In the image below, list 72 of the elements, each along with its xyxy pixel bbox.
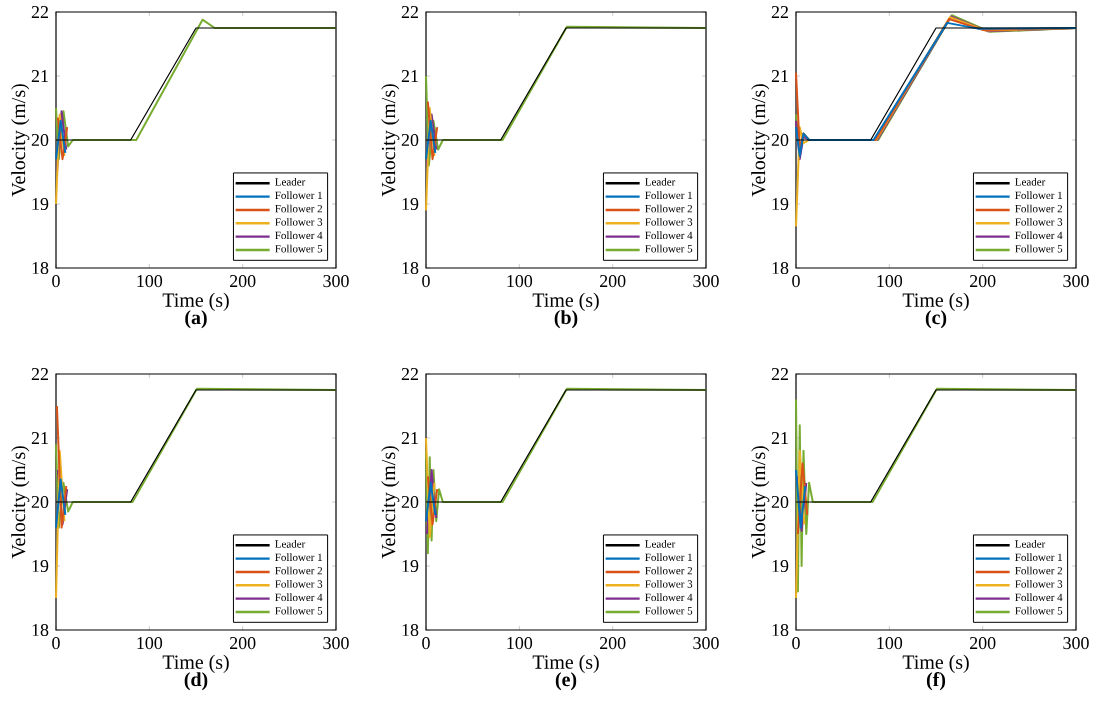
y-tick-label: 22: [401, 6, 418, 18]
y-tick-label: 18: [402, 623, 419, 637]
y-tick-label: 22: [771, 368, 788, 380]
y-tick-label: 21: [31, 432, 48, 444]
x-tick-label: 100: [877, 275, 903, 288]
x-tick-label: 100: [137, 275, 163, 288]
y-tick-label: 20: [31, 133, 49, 147]
x-tick-label: 200: [230, 637, 256, 650]
x-tick-label: 100: [507, 275, 533, 288]
y-tick-label: 19: [32, 197, 49, 211]
x-tick-label: 0: [52, 275, 60, 288]
y-tick-label: 18: [772, 623, 789, 637]
x-tick-label: 0: [52, 637, 60, 650]
x-axis-title: Time (s): [532, 654, 599, 673]
y-tick-label: 19: [402, 559, 419, 573]
x-tick-label: 200: [970, 275, 996, 288]
text: (f): [926, 672, 946, 691]
y-axis-title: Velocity (m/s): [11, 84, 30, 197]
x-axis-title: Time (s): [902, 654, 969, 673]
y-tick-label: 20: [401, 495, 419, 509]
y-axis-title: Velocity (m/s): [381, 84, 400, 197]
x-tick-label: 0: [422, 637, 430, 650]
y-tick-label: 21: [401, 432, 418, 444]
x-tick-label: 200: [970, 637, 996, 650]
x-tick-label: 100: [507, 637, 533, 650]
x-tick-label: 0: [792, 275, 800, 288]
y-tick-label: 19: [32, 559, 49, 573]
text: (d): [184, 672, 208, 691]
y-tick-label: 18: [32, 261, 49, 275]
x-tick-label: 300: [1063, 637, 1089, 650]
x-tick-label: 0: [792, 637, 800, 650]
x-axis-title: Time (s): [162, 654, 229, 673]
y-tick-label: 22: [31, 6, 48, 18]
x-tick-label: 300: [1063, 275, 1089, 288]
x-axis-title: Time (s): [532, 292, 599, 311]
y-tick-label: 21: [31, 70, 48, 82]
y-axis-title: Velocity (m/s): [751, 446, 770, 559]
y-tick-label: 18: [772, 261, 789, 275]
x-tick-label: 0: [422, 275, 430, 288]
y-tick-label: 19: [402, 197, 419, 211]
text: (c): [925, 310, 947, 329]
x-tick-label: 200: [230, 275, 256, 288]
text: (e): [555, 672, 577, 691]
x-tick-label: 100: [877, 637, 903, 650]
y-tick-label: 21: [771, 432, 788, 444]
x-tick-label: 300: [323, 275, 349, 288]
x-tick-label: 300: [693, 275, 719, 288]
y-axis-title: Velocity (m/s): [11, 446, 30, 559]
y-tick-label: 22: [31, 368, 48, 380]
x-tick-label: 200: [600, 637, 626, 650]
text: (a): [185, 310, 207, 329]
y-tick-label: 21: [401, 70, 418, 82]
y-tick-label: 21: [771, 70, 788, 82]
y-tick-label: 20: [771, 495, 789, 509]
x-tick-label: 100: [137, 637, 163, 650]
x-tick-label: 300: [693, 637, 719, 650]
y-tick-label: 20: [771, 133, 789, 147]
x-tick-label: 200: [600, 275, 626, 288]
x-axis-title: Time (s): [162, 292, 229, 311]
y-tick-label: 18: [402, 261, 419, 275]
x-tick-label: 300: [323, 637, 349, 650]
text: (b): [554, 310, 578, 329]
y-tick-label: 22: [771, 6, 788, 18]
y-tick-label: 18: [32, 623, 49, 637]
y-tick-label: 19: [772, 197, 789, 211]
y-tick-label: 20: [401, 133, 419, 147]
y-tick-label: 20: [31, 495, 49, 509]
x-axis-title: Time (s): [902, 292, 969, 311]
y-tick-label: 22: [401, 368, 418, 380]
y-axis-title: Velocity (m/s): [381, 446, 400, 559]
y-tick-label: 19: [772, 559, 789, 573]
y-axis-title: Velocity (m/s): [751, 84, 770, 197]
